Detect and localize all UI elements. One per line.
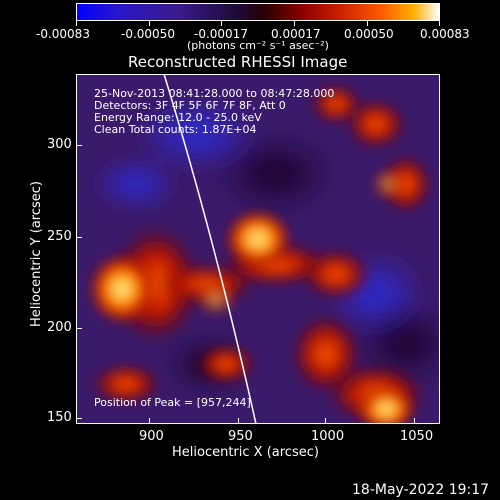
y-tick-label: 300 [47,137,72,152]
x-tick-label: 900 [139,429,164,444]
y-tick [76,145,82,146]
x-tick [325,418,326,424]
colorbar-tick-label: 0.00050 [344,27,394,41]
plot-frame [76,74,440,424]
rhessi-image-svg [90,74,440,424]
y-tick [76,418,82,419]
y-tick-label: 150 [47,410,72,425]
colorbar-tick [294,21,295,26]
colorbar-tick [367,21,368,26]
y-axis-label: Heliocentric Y (arcsec) [29,181,44,327]
x-tick-label: 1050 [400,429,434,444]
solar-limb-line [163,74,257,424]
x-tick [149,418,150,424]
x-tick [238,418,239,424]
colorbar-tick [439,21,440,26]
colorbar-tick [76,21,77,26]
x-tick-label: 950 [228,429,253,444]
info-detectors: Detectors: 3F 4F 5F 6F 7F 8F, Att 0 [94,99,286,112]
timestamp: 18-May-2022 19:17 [352,482,490,498]
colorbar-tick-label: 0.00017 [271,27,321,41]
info-total-counts: Clean Total counts: 1.87E+04 [94,123,257,136]
colorbar [76,3,440,21]
info-energy-range: Energy Range: 12.0 - 25.0 keV [94,111,262,124]
colorbar-tick [149,21,150,26]
y-tick-label: 250 [47,229,72,244]
x-tick [414,418,415,424]
colorbar-unit-label: (photons cm⁻² s⁻¹ asec⁻²) [187,39,329,52]
page-title: Reconstructed RHESSI Image [128,53,348,71]
x-axis-label: Heliocentric X (arcsec) [172,445,319,460]
y-tick [76,237,82,238]
x-tick-label: 1000 [311,429,345,444]
colorbar-tick-label: -0.00083 [36,27,90,41]
colorbar-tick-label: -0.00050 [121,27,175,41]
colorbar-tick-label: -0.00017 [194,27,248,41]
info-time-range: 25-Nov-2013 08:41:28.000 to 08:47:28.000 [94,87,335,100]
peak-position-label: Position of Peak = [957,244] [94,396,251,409]
colorbar-tick-label: 0.00083 [420,27,470,41]
colorbar-tick [221,21,222,26]
rhessi-image [76,74,440,424]
y-tick [76,328,82,329]
y-tick-label: 200 [47,320,72,335]
